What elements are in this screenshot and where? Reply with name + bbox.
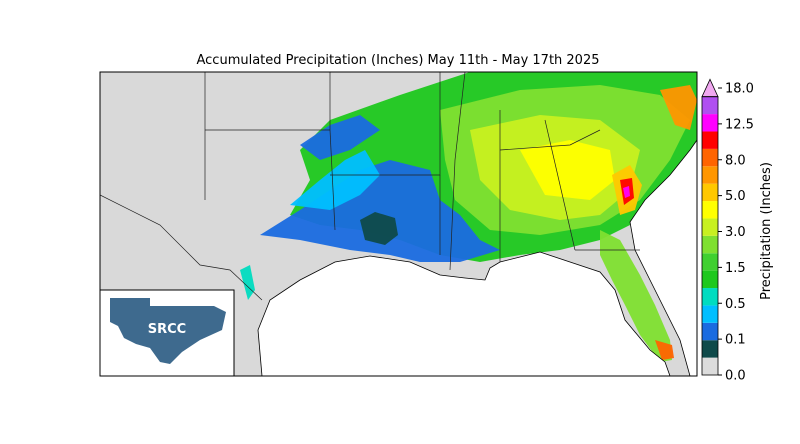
colorbar-segment (702, 340, 718, 358)
precip-area (290, 150, 380, 210)
colorbar-segment (702, 288, 718, 306)
colorbar-segment (702, 322, 718, 341)
precip-area (623, 186, 630, 198)
colorbar-segment (702, 131, 718, 149)
map-title: Accumulated Precipitation (Inches) May 1… (197, 53, 600, 68)
precip-area (520, 140, 615, 200)
gulf-of-mexico (257, 251, 671, 376)
colorbar-frame (701, 96, 719, 376)
colorbar-tick-label: 3.0 (725, 225, 746, 240)
colorbar-tick-label: 0.0 (725, 369, 746, 384)
colorbar-tick-label: 12.5 (725, 117, 754, 132)
logo-shape (110, 298, 226, 364)
colorbar-tick-label: 0.1 (725, 333, 746, 348)
colorbar-segment (702, 357, 718, 375)
colorbar-segment (702, 253, 718, 271)
state-border (329, 129, 336, 231)
colorbar-tick-label: 1.5 (725, 261, 746, 276)
colorbar-segment (702, 114, 718, 132)
colorbar-segment (702, 148, 718, 167)
colorbar: 0.0 0.1 0.5 1.5 3.0 5.0 8.0 12.5 18.0 (701, 78, 754, 384)
colorbar-extend-max (701, 78, 719, 98)
state-border (544, 119, 576, 251)
map-frame (99, 71, 698, 377)
precip-area (300, 115, 380, 160)
colorbar-label: Precipitation (Inches) (759, 162, 774, 300)
colorbar-segment (702, 270, 718, 289)
precip-area (655, 340, 674, 360)
colorbar-segment (702, 305, 718, 323)
colorbar-segment (702, 218, 718, 236)
colorbar-segment (702, 201, 718, 219)
state-border (449, 72, 466, 271)
precip-area (360, 212, 398, 245)
precip-area (240, 265, 255, 300)
colorbar-segment (702, 96, 718, 115)
logo: SRCC (99, 289, 235, 377)
map-area (100, 72, 697, 376)
colorbar-segment (702, 235, 718, 254)
logo-text: SRCC (148, 322, 186, 337)
state-border (499, 129, 601, 151)
colorbar-segment (702, 166, 718, 184)
colorbar-tick-label: 5.0 (725, 189, 746, 204)
state-border (100, 194, 263, 301)
colorbar-segment (702, 183, 718, 202)
precip-area (660, 85, 697, 130)
colorbar-tick-label: 8.0 (725, 153, 746, 168)
precip-area (600, 230, 672, 362)
atlantic-ocean (629, 139, 697, 376)
colorbar-tick-label: 18.0 (725, 82, 754, 97)
colorbar-tick-label: 0.5 (725, 297, 746, 312)
